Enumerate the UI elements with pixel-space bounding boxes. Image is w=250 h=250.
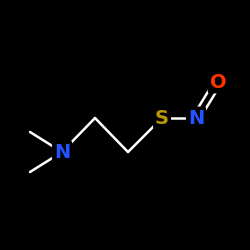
Text: S: S <box>155 108 169 128</box>
Text: O: O <box>210 72 226 92</box>
Text: N: N <box>188 108 204 128</box>
Text: N: N <box>54 142 70 162</box>
